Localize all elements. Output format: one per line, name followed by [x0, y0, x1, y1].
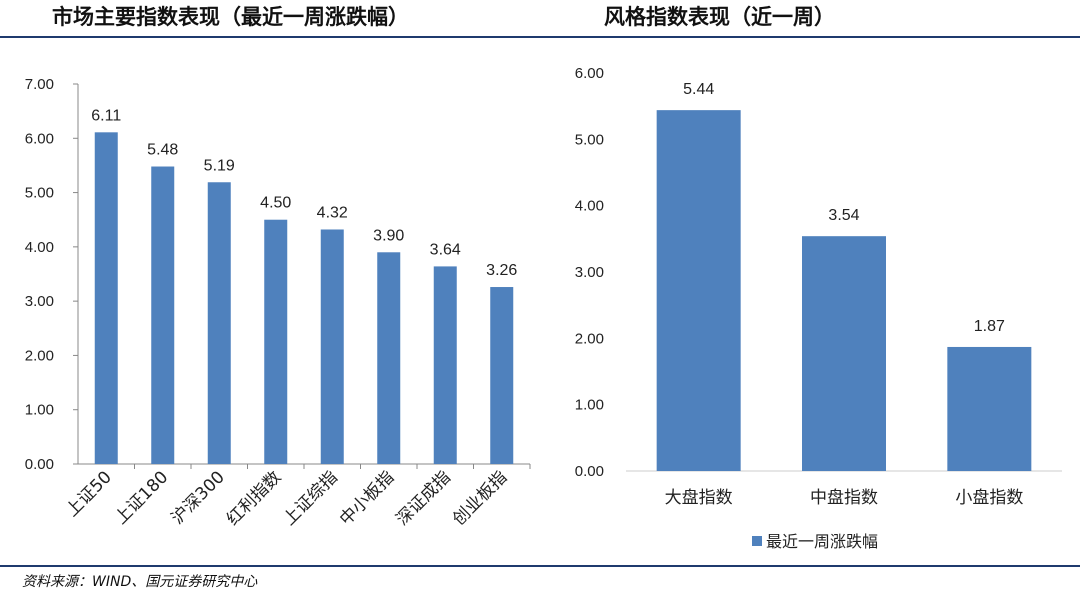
bar-1 — [94, 132, 118, 465]
footer-rule — [0, 565, 1080, 567]
bar-6 — [377, 252, 401, 464]
bar-3 — [947, 346, 1032, 471]
data-label: 5.19 — [204, 157, 235, 174]
bar-7 — [433, 266, 457, 464]
x-category-label: 创业板指 — [449, 467, 511, 529]
data-label: 6.11 — [91, 107, 121, 124]
bar-2 — [802, 236, 886, 471]
bar-3 — [207, 182, 231, 464]
source-note: 资料来源：WIND、国元证券研究中心 — [22, 574, 258, 590]
x-category-label: 上证50 — [62, 467, 115, 520]
x-category-label: 红利指数 — [223, 467, 285, 529]
style-index-chart: 0.00 1.00 2.00 3.00 4.00 5.00 6.00 5.44 大盘指数 3.54… — [575, 65, 1062, 551]
data-label: 3.26 — [486, 262, 517, 279]
x-category-label: 沪深300 — [168, 467, 229, 528]
y-tick-label: 0.00 — [25, 456, 54, 473]
x-category-label: 中小板指 — [336, 467, 398, 529]
legend-swatch — [752, 536, 762, 546]
right-chart-title: 风格指数表现（近一周） — [604, 5, 835, 29]
x-category-label: 大盘指数 — [665, 488, 733, 508]
data-label: 3.64 — [430, 241, 461, 258]
y-tick-label: 5.00 — [25, 185, 54, 202]
y-tick-label: 1.00 — [575, 397, 604, 414]
y-tick-label: 3.00 — [575, 264, 604, 281]
x-category-label: 上证综指 — [280, 467, 342, 529]
y-tick-label: 4.00 — [575, 198, 604, 215]
data-label: 4.50 — [260, 195, 291, 212]
x-category-label: 深证成指 — [393, 467, 455, 529]
data-label: 5.48 — [147, 142, 178, 159]
y-tick-label: 6.00 — [25, 130, 54, 147]
y-tick-label: 3.00 — [25, 293, 54, 310]
header-rule — [0, 36, 1080, 38]
data-label: 4.32 — [317, 204, 348, 221]
data-label: 3.90 — [373, 227, 404, 244]
bar-1 — [656, 110, 741, 471]
y-tick-label: 2.00 — [25, 347, 54, 364]
x-category-label: 上证180 — [111, 467, 172, 528]
data-label: 3.54 — [828, 207, 859, 224]
market-index-chart: 0.00 1.00 2.00 3.00 4.00 5.00 6.00 7.00 6.11 上证50… — [25, 76, 531, 530]
bar-2 — [151, 166, 175, 464]
y-tick-label: 6.00 — [575, 65, 604, 82]
left-chart-title: 市场主要指数表现（最近一周涨跌幅） — [52, 5, 409, 29]
data-label: 5.44 — [683, 81, 714, 98]
bar-4 — [264, 219, 288, 464]
bar-5 — [320, 229, 344, 464]
y-tick-label: 4.00 — [25, 239, 54, 256]
y-tick-label: 2.00 — [575, 330, 604, 347]
data-label: 1.87 — [974, 318, 1005, 335]
y-tick-label: 0.00 — [575, 463, 604, 480]
legend-label: 最近一周涨跌幅 — [766, 532, 878, 551]
y-tick-label: 7.00 — [25, 76, 54, 93]
x-category-label: 小盘指数 — [955, 488, 1023, 508]
y-tick-label: 1.00 — [25, 402, 54, 419]
x-category-label: 中盘指数 — [810, 488, 878, 508]
bar-8 — [490, 287, 514, 464]
y-tick-label: 5.00 — [575, 131, 604, 148]
